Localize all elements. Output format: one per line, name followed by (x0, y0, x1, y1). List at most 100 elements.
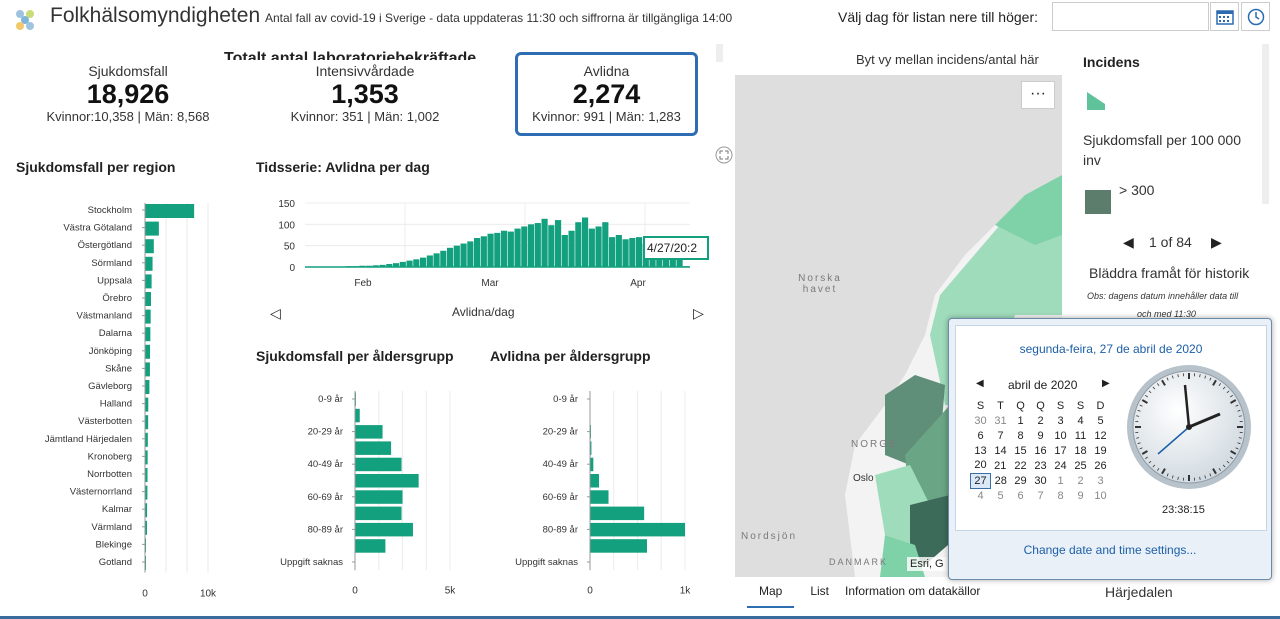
timeseries-bar[interactable] (629, 237, 636, 267)
timeseries-bar[interactable] (602, 222, 609, 267)
calendar-day[interactable]: 17 (1054, 444, 1067, 457)
timeseries-next-button[interactable]: ▷ (693, 305, 704, 321)
calendar-day[interactable]: 5 (997, 489, 1004, 502)
timeseries-bar[interactable] (582, 217, 589, 267)
calendar-day[interactable]: 20 (974, 459, 987, 472)
calendar-day[interactable]: 10 (1094, 489, 1107, 502)
region-bar[interactable] (145, 468, 148, 482)
calendar-day[interactable]: 27 (970, 472, 991, 489)
timeseries-bar[interactable] (413, 259, 420, 267)
region-bar[interactable] (145, 274, 152, 289)
calendar-day[interactable]: 7 (997, 429, 1004, 442)
kpi-scrollbar[interactable] (716, 44, 723, 62)
cal-month[interactable]: abril de 2020 (1008, 378, 1078, 392)
calendar-day[interactable]: 23 (1034, 459, 1047, 472)
region-bar[interactable] (145, 221, 159, 236)
timeseries-bar[interactable] (521, 226, 528, 267)
calendar-day[interactable]: 29 (1014, 474, 1027, 487)
calendar-day[interactable]: 3 (1097, 474, 1104, 487)
age-bar[interactable] (355, 506, 402, 521)
timeseries-bar[interactable] (548, 225, 555, 267)
age-bar[interactable] (355, 539, 386, 553)
timeseries-bar[interactable] (636, 237, 643, 267)
kpi-deaths[interactable]: Avlidna 2,274 Kvinnor: 991 | Män: 1,283 (515, 52, 698, 136)
region-bar[interactable] (145, 239, 154, 254)
timeseries-bar[interactable] (393, 263, 400, 267)
age-bar[interactable] (590, 457, 594, 472)
calendar-day[interactable]: 4 (1077, 414, 1084, 427)
change-settings-link[interactable]: Change date and time settings... (1023, 543, 1197, 557)
calendar-day[interactable]: 8 (1017, 429, 1024, 442)
calendar-day[interactable]: 4 (977, 489, 984, 502)
region-bar[interactable] (145, 432, 148, 447)
region-bar[interactable] (145, 344, 151, 359)
age-bar[interactable] (355, 441, 392, 455)
calendar-day[interactable]: 12 (1094, 429, 1107, 442)
timeseries-bar[interactable] (399, 261, 406, 267)
age-bar[interactable] (590, 522, 685, 537)
calendar-day[interactable]: 31 (994, 414, 1007, 427)
calendar-day[interactable]: 28 (994, 474, 1007, 487)
calendar-day[interactable]: 2 (1077, 474, 1084, 487)
tab-map[interactable]: Map (747, 584, 795, 608)
calendar-day[interactable]: 3 (1057, 414, 1064, 427)
calendar-day[interactable]: 1 (1057, 474, 1064, 487)
calendar-day[interactable]: 19 (1094, 444, 1107, 457)
region-bar[interactable] (145, 256, 153, 271)
region-bar[interactable] (145, 485, 148, 500)
region-bar[interactable] (145, 362, 150, 377)
timeseries-bar[interactable] (555, 220, 562, 267)
calendar-day[interactable]: 26 (1094, 459, 1107, 472)
calendar-day[interactable]: 22 (1014, 459, 1027, 472)
timeseries-bar[interactable] (501, 230, 508, 267)
timeseries-bar[interactable] (474, 237, 481, 267)
calendar-day[interactable]: 24 (1054, 459, 1067, 472)
timeseries-bar[interactable] (386, 264, 393, 267)
calendar-day[interactable]: 7 (1037, 489, 1044, 502)
age-bar[interactable] (355, 522, 413, 537)
timeseries-bar[interactable] (622, 239, 629, 267)
region-bar[interactable] (145, 327, 151, 342)
region-bar[interactable] (145, 204, 195, 218)
calendar-day[interactable]: 8 (1057, 489, 1064, 502)
timeseries-bar[interactable] (669, 254, 676, 267)
timeseries-bar[interactable] (561, 235, 568, 267)
cal-next-button[interactable]: ▶ (1102, 378, 1110, 389)
calendar-day[interactable]: 16 (1034, 444, 1047, 457)
calendar-day[interactable]: 30 (1034, 474, 1047, 487)
calendar-day[interactable]: 15 (1014, 444, 1027, 457)
calendar-day[interactable]: 9 (1037, 429, 1044, 442)
timeseries-bar[interactable] (487, 233, 494, 267)
timeseries-bar[interactable] (420, 257, 427, 267)
timeseries-bar[interactable] (480, 236, 487, 267)
timeseries-bar[interactable] (575, 222, 582, 267)
calendar-day[interactable]: 1 (1017, 414, 1024, 427)
region-bar[interactable] (145, 520, 148, 535)
region-bar[interactable] (145, 450, 148, 465)
calendar-day[interactable]: 9 (1077, 489, 1084, 502)
timeseries-bar[interactable] (372, 265, 379, 267)
popup-full-date[interactable]: segunda-feira, 27 de abril de 2020 (1019, 342, 1203, 356)
calendar-day[interactable]: 13 (974, 444, 987, 457)
calendar-day[interactable]: 21 (994, 459, 1007, 472)
age-bar[interactable] (355, 425, 383, 439)
map-toggle-text[interactable]: Byt vy mellan incidens/antal här (856, 52, 1039, 67)
region-bar[interactable] (145, 397, 149, 412)
tab-info[interactable]: Information om datakällor (845, 584, 981, 598)
pager-prev-button[interactable]: ◀ (1123, 234, 1134, 250)
calendar-day[interactable]: 2 (1037, 414, 1044, 427)
timeseries-bar[interactable] (406, 260, 413, 267)
age-bar[interactable] (590, 539, 647, 553)
timeseries-bar[interactable] (609, 237, 616, 267)
timeseries-bar[interactable] (426, 255, 433, 267)
region-bar[interactable] (145, 503, 148, 518)
timeseries-bar[interactable] (433, 253, 440, 267)
timeseries-bar[interactable] (528, 224, 535, 267)
timeseries-prev-button[interactable]: ◁ (270, 305, 281, 321)
age-bar[interactable] (590, 441, 592, 455)
calendar-day[interactable]: 14 (994, 444, 1007, 457)
timeseries-bar[interactable] (467, 241, 474, 267)
age-bar[interactable] (590, 506, 645, 521)
pager-next-button[interactable]: ▶ (1211, 234, 1222, 250)
timeseries-bar[interactable] (615, 235, 622, 267)
